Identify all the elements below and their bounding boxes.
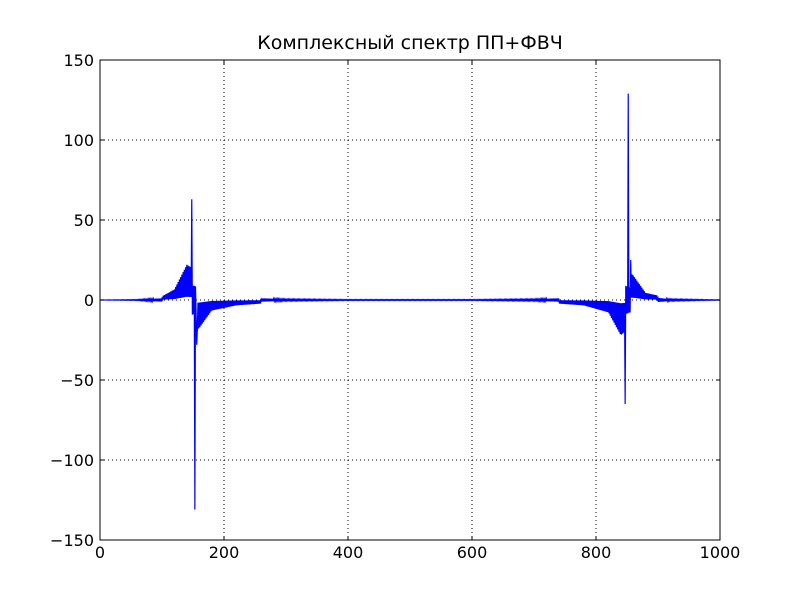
y-tick-label: 150 [63,51,94,70]
x-tick-label: 200 [209,543,240,562]
chart-title: Комплексный спектр ПП+ФВЧ [257,32,563,54]
x-tick-label: 1000 [700,543,741,562]
y-axis: −150 −100 −50 0 50 100 150 [50,51,720,550]
y-tick-label: −150 [50,531,94,550]
x-tick-label: 400 [333,543,364,562]
x-tick-label: 600 [457,543,488,562]
y-tick-label: 100 [63,131,94,150]
series-line [100,93,720,510]
x-axis: 0 200 400 600 800 1000 [95,60,740,562]
y-tick-label: −50 [60,371,94,390]
x-tick-label: 800 [581,543,612,562]
x-tick-label: 0 [95,543,105,562]
y-tick-label: 50 [74,211,94,230]
y-tick-label: 0 [84,291,94,310]
plot-area [100,93,720,510]
y-tick-label: −100 [50,451,94,470]
